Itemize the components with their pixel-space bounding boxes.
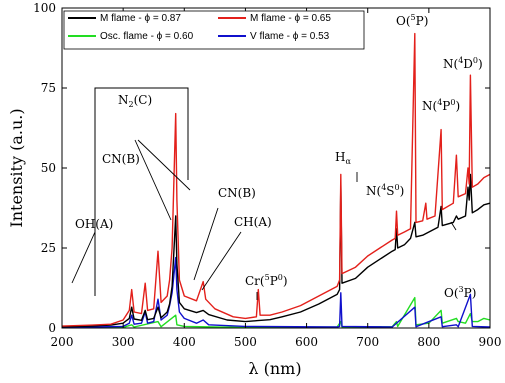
y-tick-label: 50 — [41, 161, 56, 175]
legend: M flame - ϕ = 0.87 M flame - ϕ = 0.65 Osc.… — [63, 10, 365, 50]
annotation-label: N(4P0) — [422, 98, 460, 113]
y-tick-label: 25 — [41, 241, 56, 255]
annotation-label: Hα — [335, 150, 351, 166]
annotation-arrow — [71, 231, 96, 284]
x-tick-label: 800 — [417, 335, 440, 349]
annotation-arrow — [137, 139, 191, 191]
axes: 200 300 400 500 600 700 800 900 0 25 50 75 100 — [33, 1, 501, 349]
legend-entry: M flame - ϕ = 0.87 — [100, 13, 181, 24]
y-tick-label: 100 — [33, 1, 56, 15]
y-tick-label: 75 — [41, 81, 56, 95]
annotation-label: CN(B) — [218, 186, 256, 200]
x-tick-label: 600 — [295, 335, 318, 349]
legend-entry: Osc. flame - ϕ = 0.60 — [100, 31, 194, 42]
x-tick-label: 400 — [173, 335, 196, 349]
annotation-label: O(3P) — [444, 285, 476, 300]
x-axis-title: λ (nm) — [248, 359, 301, 378]
annotation-layer: N2(C) CN(B) OH(A) CN(B) CH(A) Cr(5P0) Hα N(4S0)… — [71, 13, 483, 300]
x-tick-label: 900 — [479, 335, 502, 349]
x-tick-label: 700 — [356, 335, 379, 349]
annotation-label: O(5P) — [396, 13, 428, 28]
series-line-3 — [61, 296, 491, 329]
series-line-1 — [61, 173, 491, 328]
series-line-4 — [61, 256, 491, 329]
series-line-2 — [61, 32, 491, 327]
annotation-arrow — [450, 221, 457, 231]
annotation-label: Cr(5P0) — [245, 273, 288, 288]
x-tick-label: 200 — [51, 335, 74, 349]
x-tick-label: 500 — [234, 335, 257, 349]
annotation-label: N(4D0) — [443, 56, 483, 71]
series-layer — [61, 32, 491, 329]
legend-entry: V flame - ϕ = 0.53 — [250, 31, 330, 42]
y-axis-title: Intensity (a.u.) — [7, 108, 26, 227]
annotation-arrow — [193, 207, 219, 281]
x-tick-label: 300 — [112, 335, 135, 349]
annotation-arrow — [134, 139, 172, 221]
annotation-label: CN(B) — [102, 152, 140, 166]
annotation-label: OH(A) — [75, 217, 113, 231]
legend-box — [63, 10, 365, 50]
annotation-label: CH(A) — [234, 215, 272, 229]
annotation-label: N(4S0) — [366, 183, 404, 198]
y-tick-label: 0 — [48, 321, 56, 335]
annotation-arrow — [201, 231, 242, 291]
annotation-label: N2(C) — [118, 93, 152, 109]
n2c-bracket — [94, 87, 189, 296]
legend-entry: M flame - ϕ = 0.65 — [250, 13, 331, 24]
